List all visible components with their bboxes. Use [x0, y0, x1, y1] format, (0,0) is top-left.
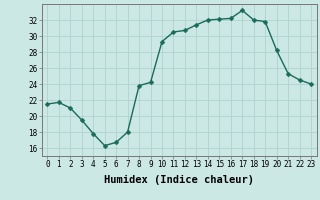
X-axis label: Humidex (Indice chaleur): Humidex (Indice chaleur) — [104, 175, 254, 185]
